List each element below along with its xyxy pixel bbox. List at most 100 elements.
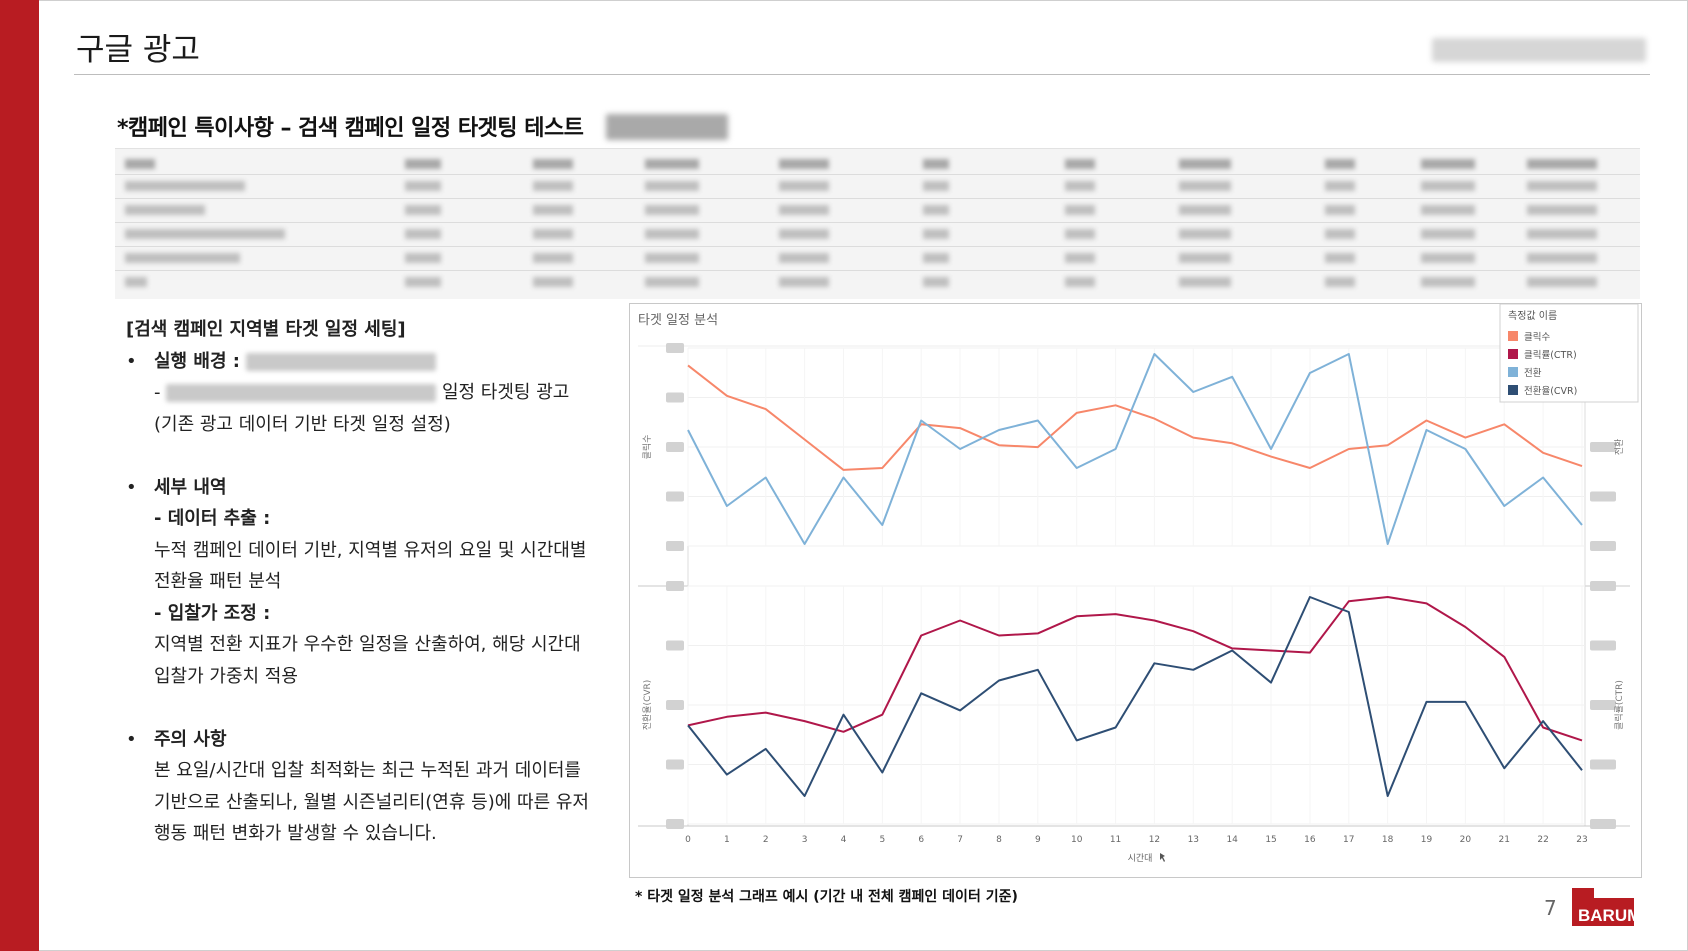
table-header-cell xyxy=(1179,159,1231,169)
legend-title: 측정값 이름 xyxy=(1508,310,1557,322)
x-tick-label: 21 xyxy=(1499,835,1510,845)
table-cell xyxy=(533,229,573,239)
series-line-클릭수 xyxy=(687,364,1583,471)
redacted-tick-right xyxy=(1590,759,1616,770)
table-cell xyxy=(1179,205,1231,215)
redacted-tick-left xyxy=(666,541,684,551)
table-cell xyxy=(645,229,699,239)
table-cell xyxy=(405,253,441,263)
table-header-cell xyxy=(405,159,441,169)
page-number: 7 xyxy=(1544,896,1557,920)
caution-line2: 기반으로 산출되나, 월별 시즌널리티(연휴 등)에 따른 유저 xyxy=(154,791,589,813)
table-cell xyxy=(1325,181,1355,191)
table-cell xyxy=(645,277,699,287)
y-axis-label-left: 전환율(CVR) xyxy=(641,680,653,731)
table-cell xyxy=(1065,205,1095,215)
x-tick-label: 10 xyxy=(1071,835,1083,845)
table-cell xyxy=(779,253,829,263)
table-cell xyxy=(405,205,441,215)
data-extract-line2: 전환율 패턴 분석 xyxy=(154,571,282,592)
x-tick-label: 1 xyxy=(724,835,730,845)
x-tick-label: 0 xyxy=(685,835,691,845)
caution-label: 주의 사항 xyxy=(154,728,227,750)
table-header-cell xyxy=(1421,159,1475,169)
table-cell xyxy=(923,229,949,239)
table-cell xyxy=(1527,181,1597,191)
table-header-cell xyxy=(923,159,949,169)
section-title: *캠페인 특이사항 – 검색 캠페인 일정 타겟팅 테스트 xyxy=(117,116,584,141)
table-cell xyxy=(1179,181,1231,191)
data-extract-line1: 누적 캠페인 데이터 기반, 지역별 유저의 요일 및 시간대별 xyxy=(154,539,587,561)
legend-entry: 클릭수 xyxy=(1524,331,1550,343)
series-line-전환율(CVR) xyxy=(687,596,1583,797)
table-cell xyxy=(1065,253,1095,263)
redacted-tick-left xyxy=(666,759,684,770)
table-cell xyxy=(923,277,949,287)
y-axis-label-right: 클릭률(CTR) xyxy=(1613,680,1625,730)
table-row-divider xyxy=(115,198,1640,199)
x-tick-label: 4 xyxy=(841,835,847,845)
table-header-cell xyxy=(1527,159,1597,169)
table-cell xyxy=(779,205,829,215)
table-cell xyxy=(125,205,205,215)
table-cell xyxy=(1421,181,1475,191)
background-label: 실행 배경 : xyxy=(154,346,437,378)
x-tick-label: 7 xyxy=(957,835,963,845)
series-line-클릭률(CTR) xyxy=(687,596,1583,742)
table-cell xyxy=(779,229,829,239)
table-cell xyxy=(125,229,285,239)
redacted-tick-right xyxy=(1590,700,1616,710)
table-row-divider xyxy=(115,222,1640,223)
barum-logo: BARUM xyxy=(1572,888,1641,926)
table-cell xyxy=(1179,253,1231,263)
redacted-tick-right xyxy=(1590,491,1616,502)
bullet-dot: • xyxy=(126,476,137,498)
redacted-tick-left xyxy=(666,819,684,829)
target-schedule-chart: 타겟 일정 분석 클릭수 전환 전환율(CVR) 클릭률(CTR) 0 1 2 3 4 5 6 7 8 9 1… xyxy=(629,303,1642,878)
chart-caption: * 타겟 일정 분석 그래프 예시 (기간 내 전체 캠페인 데이터 기준) xyxy=(635,889,1018,905)
bid-adjust-line1: 지역별 전환 지표가 우수한 일정을 산출하여, 해당 시간대 xyxy=(154,634,581,655)
table-cell xyxy=(405,229,441,239)
x-tick-label: 14 xyxy=(1226,835,1238,845)
redacted-tick-left xyxy=(666,700,684,710)
table-cell xyxy=(125,181,245,191)
legend-entry: 전환율(CVR) xyxy=(1524,385,1577,397)
x-tick-label: 20 xyxy=(1460,835,1472,845)
table-cell xyxy=(1179,229,1231,239)
redacted-tick-right xyxy=(1590,640,1616,651)
chart-title: 타겟 일정 분석 xyxy=(638,313,718,328)
table-cell xyxy=(125,253,240,263)
table-cell xyxy=(1421,229,1475,239)
redacted-tick-right xyxy=(1590,819,1616,829)
x-tick-label: 18 xyxy=(1382,835,1394,845)
bid-adjust-label: - 입찰가 조정 : xyxy=(154,602,271,624)
table-cell xyxy=(1065,229,1095,239)
redacted-date-range xyxy=(606,114,728,140)
redacted-tick-left xyxy=(666,343,684,353)
x-tick-label: 23 xyxy=(1576,835,1587,845)
table-cell xyxy=(923,205,949,215)
x-tick-label: 12 xyxy=(1149,835,1160,845)
x-tick-label: 5 xyxy=(879,835,885,845)
table-header-cell xyxy=(533,159,573,169)
details-label: 세부 내역 xyxy=(154,476,227,498)
caution-line3: 행동 패턴 변화가 발생할 수 있습니다. xyxy=(154,823,437,844)
table-cell xyxy=(645,181,699,191)
left-accent-bar xyxy=(0,0,39,951)
notes-heading: [검색 캠페인 지역별 타겟 일정 세팅] xyxy=(126,319,406,340)
redacted-tick-right xyxy=(1590,581,1616,591)
x-tick-label: 2 xyxy=(763,835,769,845)
legend-swatch xyxy=(1508,331,1518,341)
x-axis-label: 시간대 xyxy=(1128,853,1153,864)
table-cell xyxy=(1421,205,1475,215)
table-cell xyxy=(1421,253,1475,263)
x-tick-label: 22 xyxy=(1537,835,1548,845)
table-row-divider xyxy=(115,270,1640,271)
x-tick-label: 8 xyxy=(996,835,1002,845)
redacted-tick-left xyxy=(666,581,684,591)
redacted-tick-left xyxy=(666,442,684,452)
background-label-text: 실행 배경 : xyxy=(154,350,240,372)
redacted-campaign-table xyxy=(115,148,1640,299)
svg-text:BARUM: BARUM xyxy=(1578,906,1641,925)
background-detail: - 일정 타겟팅 광고 xyxy=(154,382,570,403)
